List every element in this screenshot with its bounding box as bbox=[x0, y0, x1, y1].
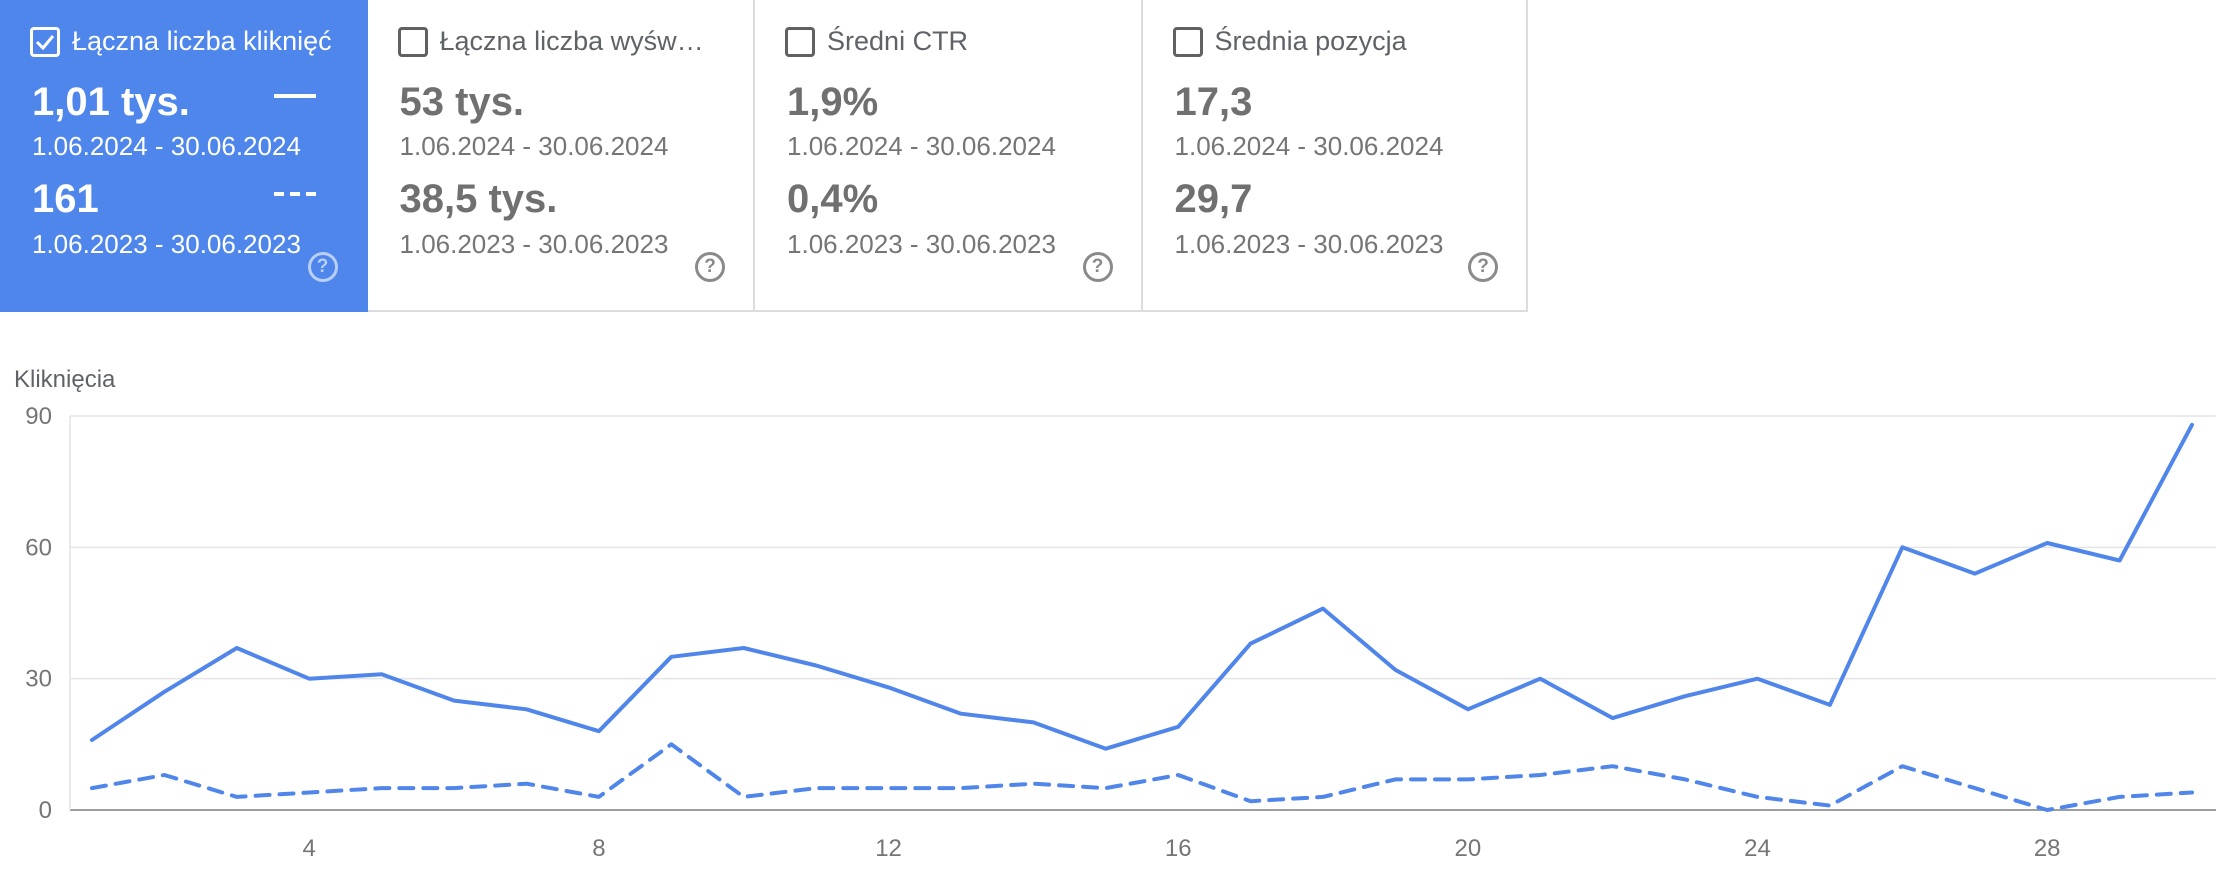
x-tick-label: 12 bbox=[875, 835, 902, 862]
metric-current: 17,3 bbox=[1174, 80, 1253, 124]
card-average-ctr[interactable]: Średni CTR 1,9% 1.06.2024 - 30.06.2024 0… bbox=[755, 0, 1143, 312]
card-total-clicks[interactable]: Łączna liczba kliknięć 1,01 tys. 1.06.20… bbox=[0, 0, 368, 312]
metric-previous: 0,4% bbox=[787, 177, 879, 221]
card-title: Średnia pozycja bbox=[1214, 26, 1407, 56]
card-header: Średni CTR bbox=[785, 26, 968, 57]
card-title: Łączna liczba kliknięć bbox=[72, 26, 332, 56]
checkbox-checked[interactable] bbox=[30, 26, 60, 57]
x-tick-label: 24 bbox=[1744, 835, 1771, 862]
card-header: Łączna liczba wyświetleń bbox=[397, 26, 710, 57]
x-tick-label: 20 bbox=[1455, 835, 1482, 862]
series-line-current bbox=[90, 422, 2194, 751]
help-icon[interactable]: ? bbox=[1082, 252, 1113, 282]
y-tick-label: 90 bbox=[25, 403, 52, 430]
metric-cards: Łączna liczba kliknięć 1,01 tys. 1.06.20… bbox=[0, 0, 1529, 312]
y-axis-title: Kliknięcia bbox=[14, 366, 116, 393]
range-current: 1.06.2024 - 30.06.2024 bbox=[399, 131, 669, 161]
metric-current: 1,9% bbox=[787, 80, 879, 124]
card-total-impressions[interactable]: Łączna liczba wyświetleń 53 tys. 1.06.20… bbox=[367, 0, 756, 312]
y-tick-label: 60 bbox=[25, 534, 52, 561]
checkbox-unchecked[interactable] bbox=[397, 26, 428, 57]
card-header: Łączna liczba kliknięć bbox=[30, 26, 332, 57]
range-previous: 1.06.2023 - 30.06.2023 bbox=[787, 229, 1056, 259]
clicks-line-chart: 0 30 60 90 4 8 12 16 20 24 28 bbox=[25, 403, 2216, 862]
range-previous: 1.06.2023 - 30.06.2023 bbox=[1174, 229, 1444, 259]
checkbox-unchecked[interactable] bbox=[785, 26, 816, 57]
legend-solid-line bbox=[274, 94, 316, 98]
metric-previous: 38,5 tys. bbox=[399, 177, 558, 221]
range-current: 1.06.2024 - 30.06.2024 bbox=[787, 131, 1056, 161]
help-icon[interactable]: ? bbox=[307, 252, 338, 282]
range-current: 1.06.2024 - 30.06.2024 bbox=[1174, 131, 1444, 161]
checkbox-unchecked[interactable] bbox=[1172, 26, 1203, 57]
x-tick-label: 8 bbox=[592, 835, 605, 862]
help-icon[interactable]: ? bbox=[695, 252, 726, 282]
metric-previous: 161 bbox=[32, 177, 99, 221]
range-current: 1.06.2024 - 30.06.2024 bbox=[32, 131, 301, 161]
card-title: Średni CTR bbox=[827, 26, 969, 56]
card-header: Średnia pozycja bbox=[1172, 26, 1407, 57]
card-average-position[interactable]: Średnia pozycja 17,3 1.06.2024 - 30.06.2… bbox=[1142, 0, 1529, 312]
x-tick-label: 16 bbox=[1165, 835, 1192, 862]
card-title: Łączna liczba wyświetleń bbox=[439, 26, 710, 56]
series-line-previous bbox=[90, 742, 2194, 812]
y-tick-label: 30 bbox=[25, 666, 52, 693]
x-tick-label: 28 bbox=[2034, 835, 2061, 862]
metric-previous: 29,7 bbox=[1174, 177, 1253, 221]
help-icon[interactable]: ? bbox=[1468, 252, 1499, 282]
x-tick-label: 4 bbox=[303, 835, 316, 862]
metric-current: 1,01 tys. bbox=[32, 80, 190, 124]
y-tick-label: 0 bbox=[39, 797, 52, 824]
legend-dashed-line bbox=[274, 192, 316, 196]
check-icon bbox=[35, 34, 55, 50]
range-previous: 1.06.2023 - 30.06.2023 bbox=[399, 229, 669, 259]
metric-current: 53 tys. bbox=[399, 80, 525, 124]
range-previous: 1.06.2023 - 30.06.2023 bbox=[32, 229, 301, 259]
